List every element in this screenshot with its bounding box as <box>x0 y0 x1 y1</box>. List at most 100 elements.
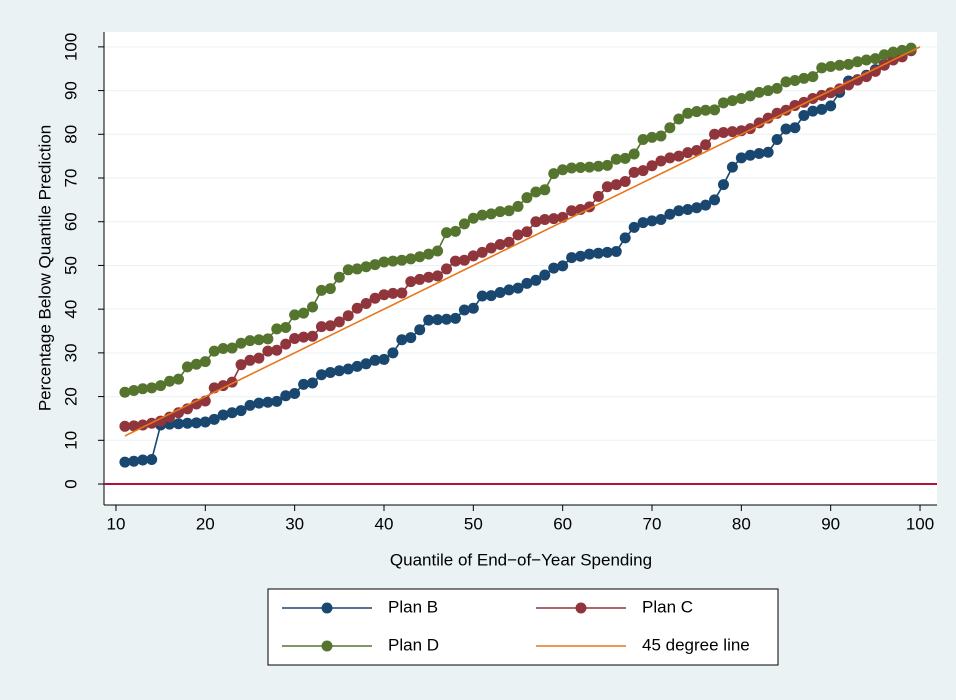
marker <box>244 399 256 411</box>
y-tick-label: 50 <box>61 256 80 275</box>
legend-label: 45 degree line <box>642 635 750 654</box>
marker <box>280 338 292 350</box>
marker <box>262 396 274 408</box>
marker <box>869 65 881 77</box>
marker <box>226 342 238 354</box>
marker <box>289 388 301 400</box>
marker <box>628 148 640 160</box>
marker <box>271 395 283 407</box>
marker <box>253 397 265 409</box>
marker <box>512 282 524 294</box>
marker <box>637 217 649 229</box>
marker <box>789 122 801 134</box>
y-tick-label: 20 <box>61 387 80 406</box>
marker <box>575 162 587 174</box>
marker <box>333 365 345 377</box>
marker <box>289 309 301 321</box>
marker <box>351 360 363 372</box>
marker <box>441 263 453 275</box>
marker <box>691 106 703 118</box>
marker <box>530 186 542 198</box>
marker <box>262 345 274 357</box>
marker <box>717 179 729 191</box>
marker <box>181 417 193 429</box>
marker <box>458 218 470 230</box>
y-tick-label: 0 <box>61 479 80 488</box>
marker <box>530 216 542 228</box>
marker <box>485 208 497 220</box>
marker <box>155 380 167 392</box>
marker <box>476 246 488 258</box>
marker <box>753 86 765 98</box>
x-tick-label: 20 <box>196 514 215 533</box>
marker <box>173 418 185 430</box>
marker <box>342 363 354 375</box>
marker <box>628 221 640 233</box>
marker <box>682 203 694 215</box>
marker <box>173 373 185 385</box>
marker <box>566 205 578 217</box>
marker <box>199 416 211 428</box>
marker <box>190 358 202 370</box>
marker <box>869 53 881 65</box>
marker <box>378 256 390 268</box>
marker <box>691 144 703 156</box>
marker <box>583 161 595 173</box>
marker <box>646 215 658 227</box>
x-tick-label: 30 <box>285 514 304 533</box>
marker <box>735 152 747 164</box>
marker <box>244 354 256 366</box>
marker <box>405 332 417 344</box>
legend-marker <box>321 640 333 652</box>
marker <box>887 46 899 58</box>
marker <box>369 354 381 366</box>
x-tick-label: 70 <box>643 514 662 533</box>
marker <box>441 313 453 325</box>
marker <box>717 97 729 109</box>
marker <box>485 242 497 254</box>
marker <box>700 139 712 151</box>
legend-box <box>267 588 779 666</box>
marker <box>592 190 604 202</box>
marker <box>771 82 783 94</box>
marker <box>762 85 774 97</box>
x-tick-label: 90 <box>821 514 840 533</box>
marker <box>726 161 738 173</box>
x-tick-label: 40 <box>375 514 394 533</box>
marker <box>691 202 703 214</box>
y-tick-label: 100 <box>61 33 80 61</box>
marker <box>512 200 524 212</box>
marker <box>414 324 426 336</box>
x-tick-label: 50 <box>464 514 483 533</box>
marker <box>307 301 319 313</box>
x-tick-label: 80 <box>732 514 751 533</box>
marker <box>521 277 533 289</box>
marker <box>843 79 855 91</box>
marker <box>333 316 345 328</box>
marker <box>825 100 837 112</box>
marker <box>637 165 649 177</box>
marker <box>548 168 560 180</box>
marker <box>280 390 292 402</box>
marker <box>646 131 658 143</box>
marker <box>128 384 140 396</box>
marker <box>432 314 444 326</box>
marker <box>378 289 390 301</box>
marker <box>449 225 461 237</box>
marker <box>119 456 131 468</box>
marker <box>458 304 470 316</box>
y-tick-label: 70 <box>61 169 80 188</box>
marker <box>315 369 327 381</box>
marker <box>360 358 372 370</box>
marker <box>396 334 408 346</box>
marker <box>619 152 631 164</box>
marker <box>583 248 595 260</box>
marker <box>423 314 435 326</box>
marker <box>494 287 506 299</box>
marker <box>780 76 792 88</box>
marker <box>137 454 149 466</box>
marker <box>700 199 712 211</box>
marker <box>664 122 676 134</box>
marker <box>521 192 533 204</box>
